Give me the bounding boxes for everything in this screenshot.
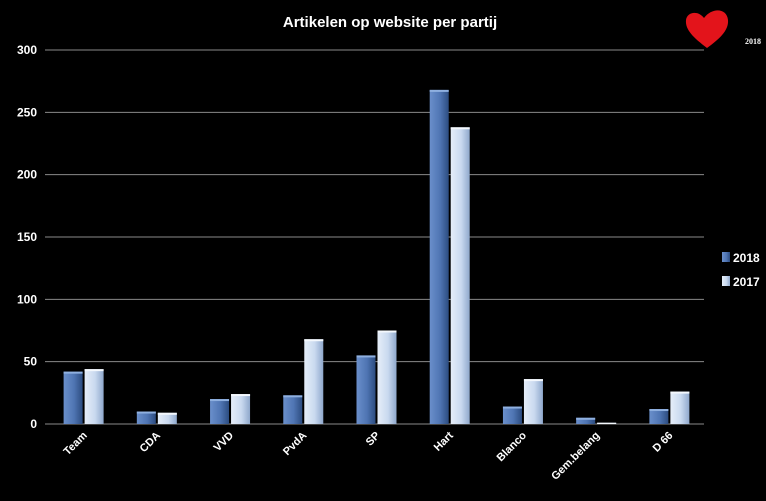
bar-top-highlight — [210, 399, 230, 402]
x-tick-label: SP — [364, 430, 383, 449]
bar-top-highlight — [450, 127, 470, 130]
x-tick-label: Hart — [432, 429, 456, 453]
bar-2018-cda — [136, 411, 156, 424]
bar-2018-gem-belang — [576, 417, 596, 424]
bar-top-highlight — [84, 369, 104, 372]
y-axis-ticks: 0 50 100 150 200 250 300 — [17, 43, 37, 431]
bar-top-highlight — [356, 355, 376, 358]
bar-2017-hart — [450, 127, 470, 424]
bar-top-highlight — [576, 417, 596, 420]
bar-top-highlight — [429, 89, 449, 92]
x-tick-label: D 66 — [651, 430, 676, 455]
y-tick-label: 100 — [17, 292, 37, 306]
y-tick-label: 0 — [30, 417, 37, 431]
y-tick-label: 50 — [24, 355, 38, 369]
bar-top-highlight — [597, 422, 617, 424]
x-tick-label: CDA — [138, 430, 163, 455]
bar-top-highlight — [231, 394, 251, 397]
bar-top-highlight — [63, 371, 83, 374]
bar-top-highlight — [157, 412, 177, 415]
bar-2017-sp — [377, 330, 397, 424]
x-tick-label: Team — [62, 429, 90, 457]
legend-swatch-2017 — [722, 276, 730, 286]
bar-2018-team — [63, 371, 83, 424]
bar-2018-pvda — [283, 395, 303, 424]
badge-year: 2018 — [745, 37, 761, 46]
bar-2017-pvda — [304, 339, 324, 424]
y-tick-label: 250 — [17, 105, 37, 119]
heart-icon — [685, 10, 729, 49]
bar-2018-d-66 — [649, 409, 669, 424]
heart-badge: 2018 — [685, 10, 761, 49]
bar-top-highlight — [377, 330, 397, 333]
legend-swatch-2018 — [722, 252, 730, 262]
y-tick-label: 300 — [17, 43, 37, 57]
bar-2017-blanco — [523, 379, 543, 424]
bar-top-highlight — [136, 411, 156, 414]
x-tick-label: Blanco — [495, 429, 530, 464]
bar-2017-d-66 — [670, 391, 690, 424]
x-axis-ticks: Team CDA VVD PvdA SP Hart Blanco Gem.belang D 66 — [62, 429, 676, 482]
y-tick-label: 150 — [17, 230, 37, 244]
bar-top-highlight — [502, 406, 522, 409]
gridlines — [45, 49, 704, 425]
legend: 2018 2017 — [722, 251, 760, 289]
bar-2017-cda — [157, 412, 177, 424]
y-tick-label: 200 — [17, 168, 37, 182]
bar-2017-vvd — [231, 394, 251, 424]
bar-top-highlight — [523, 379, 543, 382]
x-tick-label: VVD — [212, 430, 237, 455]
bar-2018-sp — [356, 355, 376, 424]
x-tick-label: PvdA — [281, 430, 309, 458]
legend-label-2017: 2017 — [733, 275, 760, 289]
legend-label-2018: 2018 — [733, 251, 760, 265]
bar-2017-team — [84, 369, 104, 424]
bar-top-highlight — [670, 391, 690, 394]
bar-top-highlight — [304, 339, 324, 342]
bar-top-highlight — [283, 395, 303, 398]
bar-2018-vvd — [210, 399, 230, 424]
x-tick-label: Gem.belang — [549, 430, 602, 483]
bar-top-highlight — [649, 409, 669, 412]
bar-2018-hart — [429, 89, 449, 424]
bars — [63, 89, 690, 424]
bar-2018-blanco — [502, 406, 522, 424]
chart-title: Artikelen op website per partij — [283, 14, 497, 31]
